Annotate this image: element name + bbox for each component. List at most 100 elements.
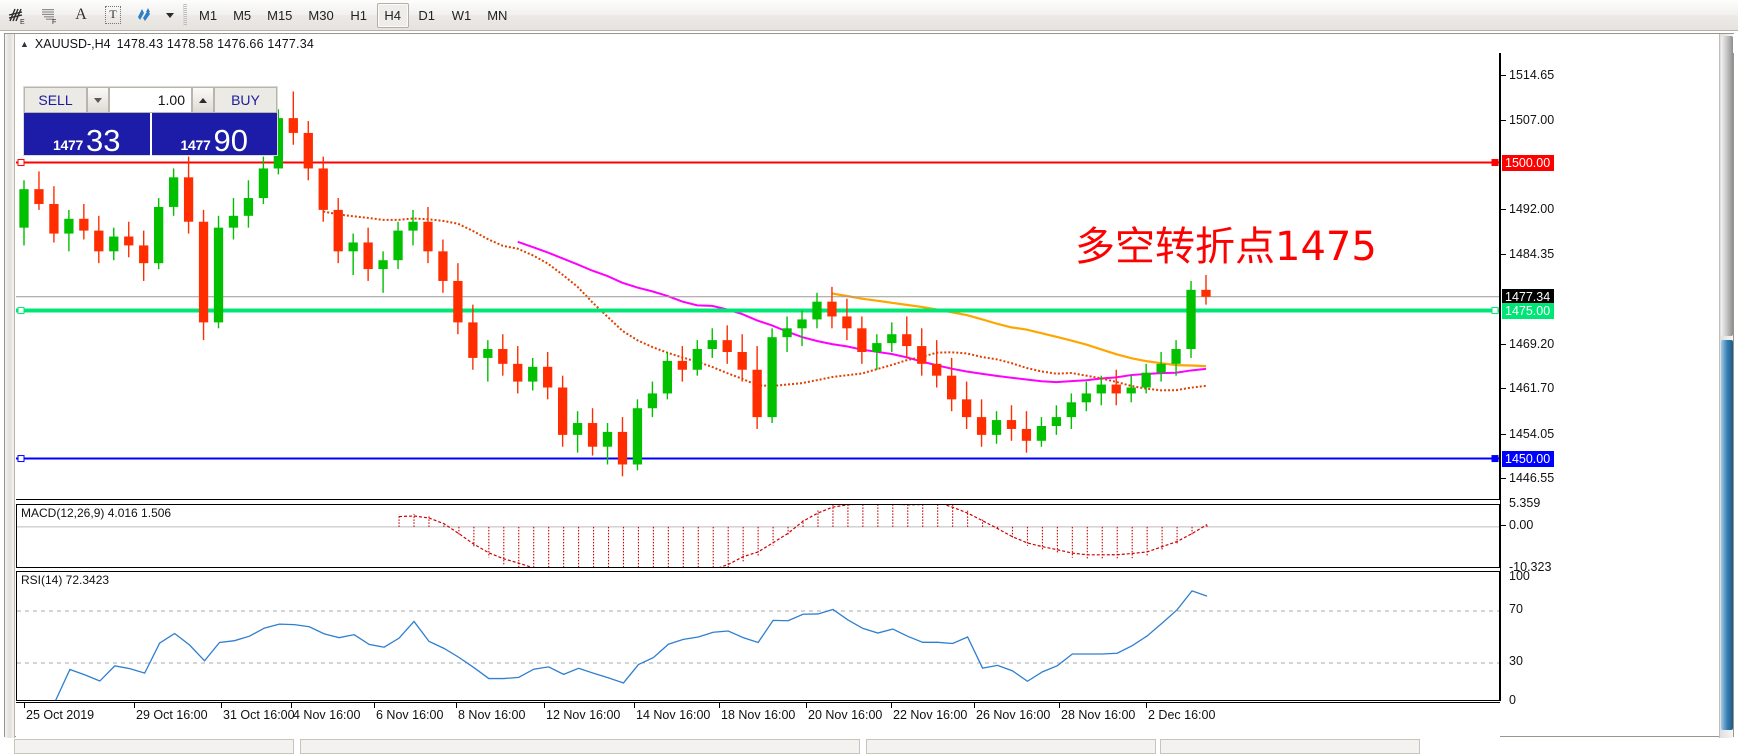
timeframe-m15[interactable]: M15 <box>267 7 293 23</box>
objects-dropdown-icon[interactable] <box>162 2 178 29</box>
text-tool-icon[interactable]: A <box>66 2 96 29</box>
time-scale[interactable]: 25 Oct 2019 29 Oct 16:00 31 Oct 16:00 4 Nov… <box>16 702 1500 737</box>
time-tick <box>374 703 375 708</box>
chart-header: ▲ XAUUSD-,H4 1478.43 1478.58 1476.66 147… <box>16 34 1734 53</box>
timeframe-m5[interactable]: M5 <box>233 7 252 23</box>
time-tick-label: 4 Nov 16:00 <box>293 708 361 722</box>
text-tool-glyph: A <box>75 6 87 23</box>
rsi-scale-label: 30 <box>1509 654 1523 668</box>
scrollbar-thumb-upper[interactable] <box>1721 36 1733 336</box>
time-tick <box>456 703 457 708</box>
buy-price-pips: 90 <box>213 123 248 158</box>
grid-icon[interactable]: F <box>34 2 64 29</box>
toolbar-separator <box>183 4 187 26</box>
vertical-scrollbar[interactable] <box>1719 34 1733 738</box>
time-tick <box>24 703 25 708</box>
macd-scale-label: 5.359 <box>1509 496 1541 510</box>
macd-label: MACD(12,26,9) 4.016 1.506 <box>21 506 172 520</box>
chevron-down-icon <box>166 12 174 18</box>
timeframe-h4[interactable]: H4 <box>376 2 409 28</box>
time-tick <box>1059 703 1060 708</box>
label-tool-glyph: T <box>105 6 121 24</box>
timeframe-w1[interactable]: W1 <box>451 7 472 23</box>
volume-decrease-button[interactable] <box>87 87 109 113</box>
sell-price-pips: 33 <box>85 123 121 158</box>
time-tick-label: 26 Nov 16:00 <box>976 708 1051 722</box>
time-tick <box>291 703 292 708</box>
time-tick-label: 14 Nov 16:00 <box>636 708 711 722</box>
sell-price-whole: 1477 <box>53 137 83 153</box>
price-level-chip[interactable]: 1500.00 <box>1502 154 1555 171</box>
price-level-chip[interactable]: 1477.34 <box>1502 288 1555 305</box>
time-tick-label: 6 Nov 16:00 <box>376 708 444 722</box>
price-chart-pane[interactable] <box>16 53 1500 500</box>
macd-pane[interactable]: MACD(12,26,9) 4.016 1.506 <box>16 504 1500 568</box>
time-tick-label: 25 Oct 2019 <box>26 708 95 722</box>
time-tick-label: 8 Nov 16:00 <box>458 708 526 722</box>
time-tick-label: 20 Nov 16:00 <box>808 708 883 722</box>
indicators-icon[interactable]: E <box>2 2 32 29</box>
time-tick <box>634 703 635 708</box>
main-toolbar: E F A T <box>0 0 1738 31</box>
time-tick <box>544 703 545 708</box>
svg-text:F: F <box>52 19 56 25</box>
time-tick-label: 22 Nov 16:00 <box>893 708 968 722</box>
price-level-chip[interactable]: 1475.00 <box>1502 302 1555 319</box>
price-tick-label: 1454.05 <box>1501 427 1554 441</box>
timeframe-m30[interactable]: M30 <box>308 7 334 23</box>
label-tool-icon[interactable]: T <box>98 2 128 29</box>
chart-window: ▲ XAUUSD-,H4 1478.43 1478.58 1476.66 147… <box>4 33 1734 738</box>
sell-button[interactable]: SELL <box>24 87 87 113</box>
price-level-chip[interactable]: 1450.00 <box>1502 450 1555 467</box>
macd-scale-label: -10.323 <box>1509 560 1552 574</box>
collapse-icon[interactable]: ▲ <box>20 38 29 49</box>
sell-price-quote[interactable]: 1477 33 <box>24 113 150 157</box>
chevron-down-icon <box>94 97 102 103</box>
status-cell-2 <box>300 739 860 754</box>
one-click-trading-panel[interactable]: SELL 1.00 BUY 1477 33 1477 90 <box>23 86 278 157</box>
rsi-label: RSI(14) 72.3423 <box>21 573 110 587</box>
price-tick-label: 1492.00 <box>1501 202 1554 216</box>
timeframe-m1[interactable]: M1 <box>199 7 218 23</box>
timeframe-d1[interactable]: D1 <box>418 7 436 23</box>
chart-ohlc-values: 1478.43 1478.58 1476.66 1477.34 <box>116 36 314 51</box>
objects-icon[interactable] <box>130 2 160 29</box>
chevron-up-icon <box>199 97 207 103</box>
timeframe-h1[interactable]: H1 <box>350 7 368 23</box>
time-tick-label: 18 Nov 16:00 <box>721 708 796 722</box>
rsi-scale-label: 0 <box>1509 693 1516 707</box>
price-tick-label: 1514.65 <box>1501 68 1554 82</box>
buy-button[interactable]: BUY <box>214 87 277 113</box>
price-chart-canvas <box>16 91 1499 477</box>
rsi-scale-label: 100 <box>1509 569 1530 583</box>
price-tick-label: 1461.70 <box>1501 381 1554 395</box>
price-tick-label: 1484.35 <box>1501 247 1554 261</box>
time-tick <box>719 703 720 708</box>
time-tick <box>974 703 975 708</box>
price-tick-label: 1446.55 <box>1501 471 1554 485</box>
time-tick <box>891 703 892 708</box>
volume-increase-button[interactable] <box>192 87 214 113</box>
svg-text:E: E <box>20 19 25 25</box>
rsi-pane[interactable]: RSI(14) 72.3423 <box>16 571 1500 701</box>
time-tick-label: 31 Oct 16:00 <box>223 708 295 722</box>
time-tick-label: 12 Nov 16:00 <box>546 708 621 722</box>
volume-input[interactable]: 1.00 <box>109 87 192 113</box>
trade-panel-quotes: 1477 33 1477 90 <box>24 113 277 157</box>
time-tick <box>221 703 222 708</box>
price-scale[interactable]: 1514.65 1507.00 1492.00 1484.35 1469.20 1461.… <box>1500 53 1620 707</box>
rsi-canvas <box>17 590 1499 700</box>
status-cell-1 <box>14 739 294 754</box>
chart-annotation-text[interactable]: 多空转折点1475 <box>1075 224 1377 270</box>
time-tick <box>806 703 807 708</box>
time-tick-label: 29 Oct 16:00 <box>136 708 208 722</box>
window-left-rail <box>5 34 15 738</box>
time-tick <box>134 703 135 708</box>
buy-price-quote[interactable]: 1477 90 <box>149 113 278 158</box>
timeframe-mn[interactable]: MN <box>487 7 508 23</box>
scrollbar-thumb-lower[interactable] <box>1721 340 1733 730</box>
trade-panel-top-row: SELL 1.00 BUY <box>24 87 277 113</box>
price-tick-label: 1469.20 <box>1501 337 1554 351</box>
price-tick-label: 1507.00 <box>1501 113 1554 127</box>
